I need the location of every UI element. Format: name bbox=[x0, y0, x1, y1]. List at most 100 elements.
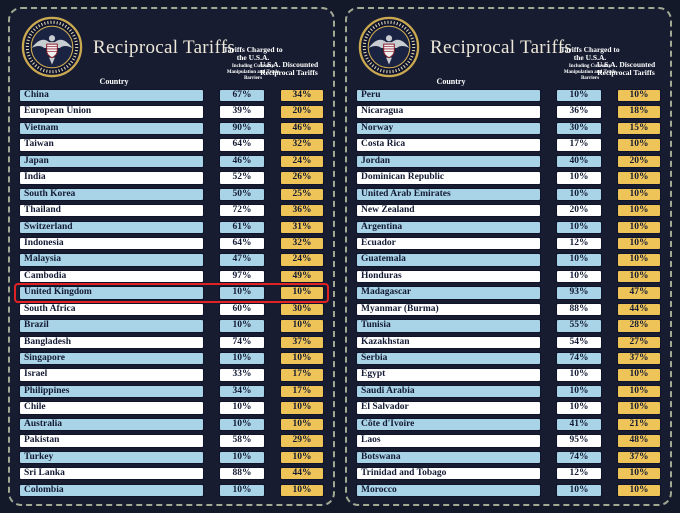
country-cell: Turkey bbox=[19, 450, 204, 465]
table-row: Jordan 40% 20% bbox=[356, 154, 661, 169]
country-cell: European Union bbox=[19, 105, 204, 119]
table-row: Colombia 10% 10% bbox=[19, 483, 324, 497]
charged-cell: 10% bbox=[556, 384, 602, 399]
country-cell: Guatemala bbox=[356, 253, 541, 267]
presidential-seal-icon bbox=[358, 16, 420, 78]
discounted-cell: 48% bbox=[617, 434, 661, 448]
country-cell: Laos bbox=[356, 434, 541, 448]
table-row: Ecuador 12% 10% bbox=[356, 236, 661, 251]
discounted-cell: 10% bbox=[617, 483, 661, 497]
table-row: Peru 10% 10% bbox=[356, 89, 661, 103]
charged-cell: 10% bbox=[556, 89, 602, 103]
country-cell: Singapore bbox=[19, 352, 204, 366]
discounted-cell: 10% bbox=[617, 171, 661, 185]
discounted-cell: 32% bbox=[280, 138, 324, 152]
charged-cell: 10% bbox=[219, 286, 265, 300]
table-row: Laos 95% 48% bbox=[356, 434, 661, 448]
discounted-cell: 28% bbox=[617, 319, 661, 333]
charged-cell: 54% bbox=[556, 335, 602, 349]
charged-cell: 61% bbox=[219, 220, 265, 234]
discounted-cell: 31% bbox=[280, 220, 324, 234]
panel-header: Reciprocal Tariffs Country Tariffs Charg… bbox=[19, 13, 324, 87]
table-row: Saudi Arabia 10% 10% bbox=[356, 384, 661, 399]
charged-cell: 10% bbox=[219, 450, 265, 465]
country-cell: Trinidad and Tobago bbox=[356, 467, 541, 481]
tariff-rows: Peru 10% 10% Nicaragua 36% 18% Norway 30… bbox=[356, 89, 661, 497]
column-header-discounted: U.S.A. Discounted Reciprocal Tariffs bbox=[259, 59, 319, 78]
discounted-cell: 10% bbox=[280, 417, 324, 432]
discounted-cell: 10% bbox=[617, 187, 661, 202]
country-cell: Indonesia bbox=[19, 236, 204, 251]
column-header-charged: Tariffs Charged to the U.S.A. Including … bbox=[555, 45, 625, 82]
table-row: Dominican Republic 10% 10% bbox=[356, 171, 661, 185]
table-row: South Korea 50% 25% bbox=[19, 187, 324, 202]
country-cell: Tunisia bbox=[356, 319, 541, 333]
table-row: United Kingdom 10% 10% bbox=[14, 282, 329, 304]
discounted-cell: 20% bbox=[280, 105, 324, 119]
tariff-panel: Reciprocal Tariffs Country Tariffs Charg… bbox=[345, 7, 672, 506]
discounted-cell: 18% bbox=[617, 105, 661, 119]
charged-cell: 41% bbox=[556, 417, 602, 432]
table-row: Costa Rica 17% 10% bbox=[356, 138, 661, 152]
country-cell: Brazil bbox=[19, 319, 204, 333]
charged-cell: 10% bbox=[219, 483, 265, 497]
country-cell: Taiwan bbox=[19, 138, 204, 152]
charged-cell: 74% bbox=[219, 335, 265, 349]
discounted-cell: 10% bbox=[617, 236, 661, 251]
table-row: Morocco 10% 10% bbox=[356, 483, 661, 497]
discounted-cell: 10% bbox=[617, 401, 661, 415]
charged-cell: 67% bbox=[219, 89, 265, 103]
discounted-cell: 46% bbox=[280, 121, 324, 136]
table-row: Botswana 74% 37% bbox=[356, 450, 661, 465]
table-row: Nicaragua 36% 18% bbox=[356, 105, 661, 119]
discounted-cell: 29% bbox=[280, 434, 324, 448]
table-row: European Union 39% 20% bbox=[19, 105, 324, 119]
charged-cell: 10% bbox=[556, 171, 602, 185]
country-cell: Bangladesh bbox=[19, 335, 204, 349]
charged-cell: 10% bbox=[556, 269, 602, 284]
table-row: New Zealand 20% 10% bbox=[356, 204, 661, 218]
table-row: Switzerland 61% 31% bbox=[19, 220, 324, 234]
table-row: United Arab Emirates 10% 10% bbox=[356, 187, 661, 202]
table-row: Côte d'Ivoire 41% 21% bbox=[356, 417, 661, 432]
discounted-cell: 10% bbox=[280, 286, 324, 300]
column-header-country: Country bbox=[99, 77, 129, 86]
country-cell: Norway bbox=[356, 121, 541, 136]
table-row: Malaysia 47% 24% bbox=[19, 253, 324, 267]
country-cell: New Zealand bbox=[356, 204, 541, 218]
charged-cell: 10% bbox=[556, 368, 602, 382]
panel-title: Reciprocal Tariffs bbox=[430, 37, 573, 58]
discounted-cell: 10% bbox=[617, 220, 661, 234]
charged-cell: 10% bbox=[556, 187, 602, 202]
discounted-cell: 10% bbox=[280, 401, 324, 415]
table-row: Indonesia 64% 32% bbox=[19, 236, 324, 251]
charged-cell: 90% bbox=[219, 121, 265, 136]
country-cell: Thailand bbox=[19, 204, 204, 218]
discounted-cell: 10% bbox=[617, 467, 661, 481]
country-cell: Colombia bbox=[19, 483, 204, 497]
charged-cell: 10% bbox=[219, 352, 265, 366]
charged-cell: 34% bbox=[219, 384, 265, 399]
charged-cell: 52% bbox=[219, 171, 265, 185]
discounted-cell: 44% bbox=[280, 467, 324, 481]
charged-cell: 33% bbox=[219, 368, 265, 382]
country-cell: Sri Lanka bbox=[19, 467, 204, 481]
discounted-cell: 34% bbox=[280, 89, 324, 103]
country-cell: Saudi Arabia bbox=[356, 384, 541, 399]
column-header-country: Country bbox=[436, 77, 466, 86]
charged-cell: 58% bbox=[219, 434, 265, 448]
charged-cell: 88% bbox=[219, 467, 265, 481]
table-row: Chile 10% 10% bbox=[19, 401, 324, 415]
charged-cell: 72% bbox=[219, 204, 265, 218]
discounted-cell: 10% bbox=[617, 368, 661, 382]
charged-cell: 97% bbox=[219, 269, 265, 284]
column-header-charged: Tariffs Charged to the U.S.A. Including … bbox=[218, 45, 288, 82]
country-cell: South Korea bbox=[19, 187, 204, 202]
presidential-seal-icon bbox=[21, 16, 83, 78]
discounted-cell: 10% bbox=[280, 352, 324, 366]
table-row: India 52% 26% bbox=[19, 171, 324, 185]
table-row: Japan 46% 24% bbox=[19, 154, 324, 169]
country-cell: Côte d'Ivoire bbox=[356, 417, 541, 432]
discounted-cell: 44% bbox=[617, 302, 661, 317]
country-cell: Switzerland bbox=[19, 220, 204, 234]
